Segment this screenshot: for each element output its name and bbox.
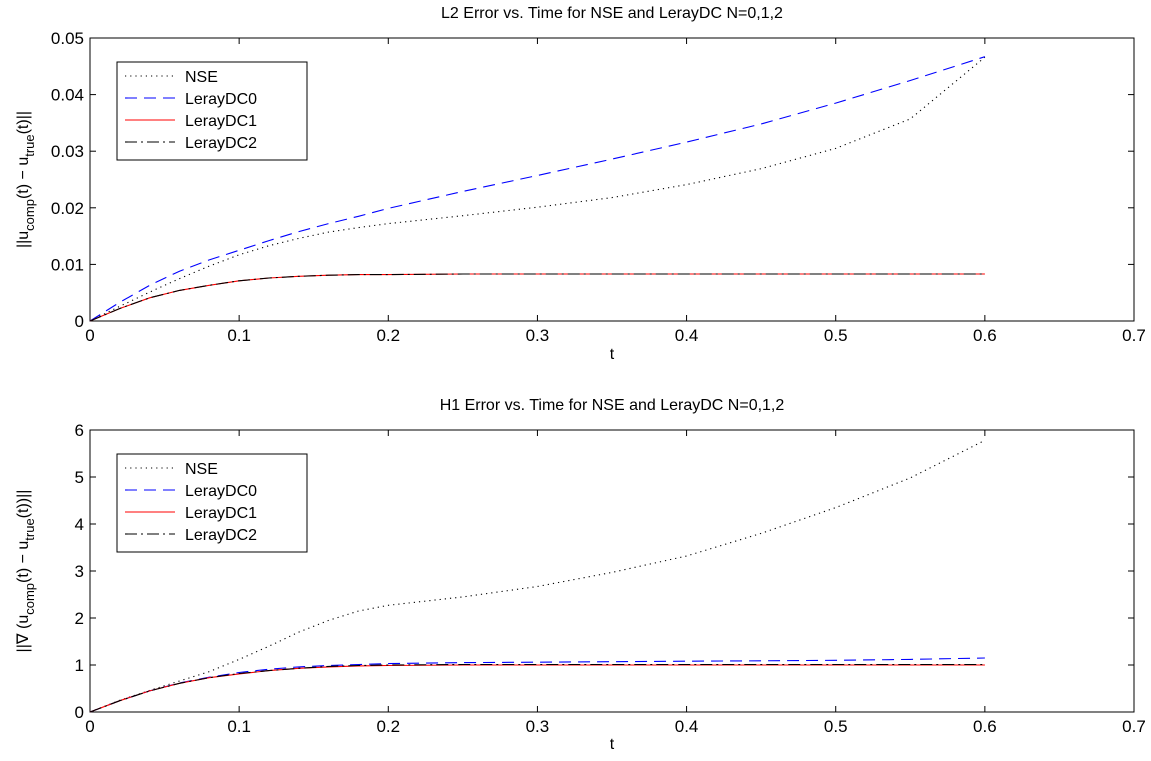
x-tick-label: 0.7	[1122, 717, 1146, 736]
y-tick-label: 1	[75, 656, 84, 675]
x-tick-label: 0.4	[675, 717, 699, 736]
x-axis-label: t	[610, 346, 615, 363]
legend-label: LerayDC0	[185, 483, 257, 500]
y-tick-label: 5	[75, 468, 84, 487]
y-tick-label: 4	[75, 515, 84, 534]
y-tick-label: 0.03	[51, 142, 84, 161]
chart-2: H1 Error vs. Time for NSE and LerayDC N=…	[15, 397, 1146, 753]
series-line-LerayDC0	[89, 657, 985, 713]
y-tick-label: 0.01	[51, 255, 84, 274]
legend-label: LerayDC2	[185, 527, 257, 544]
x-tick-label: 0	[85, 717, 94, 736]
series-line-LerayDC0	[89, 56, 986, 322]
x-tick-label: 0.2	[376, 717, 400, 736]
x-tick-label: 0.6	[973, 326, 997, 345]
y-label-subscript: comp	[22, 583, 37, 615]
y-tick-label: 0	[75, 703, 84, 722]
x-tick-label: 0.5	[824, 326, 848, 345]
legend: NSE LerayDC0 LerayDC1 LerayDC2	[116, 61, 308, 161]
chart-title: H1 Error vs. Time for NSE and LerayDC N=…	[440, 397, 785, 414]
legend: NSE LerayDC0 LerayDC1 LerayDC2	[116, 453, 308, 553]
series-line-NSE	[89, 439, 986, 713]
plot-frame	[89, 37, 1135, 322]
chart-1: L2 Error vs. Time for NSE and LerayDC N=…	[15, 5, 1146, 363]
y-tick-label: 2	[75, 609, 84, 628]
y-tick-label: 6	[75, 421, 84, 440]
x-tick-label: 0.7	[1122, 326, 1146, 345]
x-tick-label: 0.5	[824, 717, 848, 736]
legend-label: NSE	[185, 461, 218, 478]
x-tick-label: 0.6	[973, 717, 997, 736]
legend-label: LerayDC0	[185, 91, 257, 108]
chart-title: L2 Error vs. Time for NSE and LerayDC N=…	[441, 5, 783, 22]
y-label-subscript: comp	[22, 199, 37, 231]
y-tick-label: 0.04	[51, 86, 84, 105]
y-label-subscript: true	[22, 518, 37, 540]
y-tick-label: 3	[75, 562, 84, 581]
legend-box	[116, 453, 308, 553]
x-tick-label: 0.3	[526, 717, 550, 736]
legend-label: LerayDC1	[185, 505, 257, 522]
series-line-LerayDC1	[89, 664, 985, 713]
x-tick-label: 0.3	[526, 326, 550, 345]
x-tick-label: 0.1	[227, 717, 251, 736]
legend-label: LerayDC2	[185, 135, 257, 152]
y-label-part: (t) − u	[15, 157, 32, 199]
y-label-part: (t) − u	[15, 541, 32, 583]
x-axis-label: t	[610, 736, 615, 753]
x-tick-label: 0.4	[675, 326, 699, 345]
y-tick-label: 0.02	[51, 199, 84, 218]
y-label-part: (t)||	[15, 111, 32, 134]
series-line-LerayDC1	[89, 273, 985, 322]
x-tick-label: 0.1	[227, 326, 251, 345]
y-label-subscript: true	[22, 134, 37, 156]
legend-label: NSE	[185, 69, 218, 86]
y-tick-label: 0.05	[51, 29, 84, 48]
x-tick-label: 0.2	[376, 326, 400, 345]
y-label-part: (t))||	[15, 490, 32, 519]
x-tick-label: 0	[85, 326, 94, 345]
y-label-part: ||u	[15, 231, 32, 248]
series-line-NSE	[89, 56, 986, 322]
legend-box	[116, 61, 308, 161]
y-tick-label: 0	[75, 312, 84, 331]
series-line-LerayDC2	[89, 663, 985, 713]
y-axis-label: ||∇ (ucomp(t) − utrue(t))||	[15, 490, 37, 653]
legend-label: LerayDC1	[185, 113, 257, 130]
y-axis-label: ||ucomp(t) − utrue(t)||	[15, 111, 37, 248]
y-label-part: ||∇ (u	[15, 615, 32, 653]
series-line-LerayDC2	[89, 273, 985, 322]
